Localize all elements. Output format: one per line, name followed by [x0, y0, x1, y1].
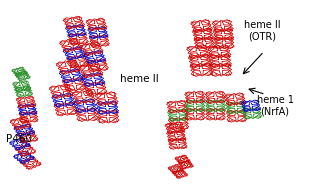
Text: heme 1
(NrfA): heme 1 (NrfA): [257, 95, 294, 117]
Text: P460: P460: [6, 134, 32, 144]
Text: heme II
(OTR): heme II (OTR): [244, 20, 281, 42]
Text: heme II: heme II: [120, 74, 159, 84]
